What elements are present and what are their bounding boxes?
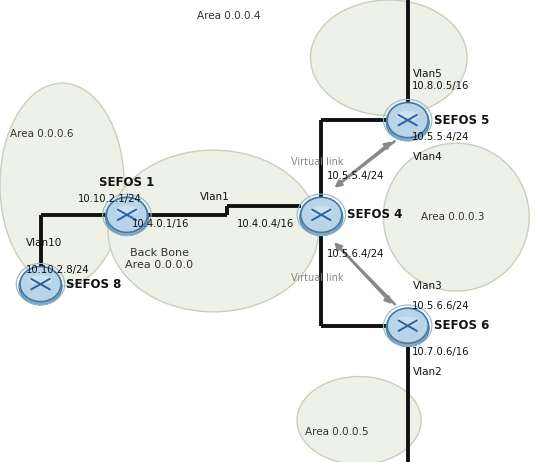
- Text: SEFOS 5: SEFOS 5: [434, 114, 489, 127]
- Text: Vlan4: Vlan4: [413, 152, 443, 162]
- Ellipse shape: [297, 377, 421, 462]
- Circle shape: [301, 197, 342, 232]
- Circle shape: [387, 103, 428, 138]
- Text: Vlan3: Vlan3: [413, 281, 443, 292]
- Text: Virtual link: Virtual link: [291, 157, 343, 167]
- Circle shape: [300, 199, 343, 236]
- Text: Vlan1: Vlan1: [200, 192, 230, 202]
- Text: 10.5.5.4/24: 10.5.5.4/24: [411, 132, 469, 142]
- Ellipse shape: [29, 275, 52, 285]
- Ellipse shape: [310, 0, 467, 116]
- Text: 10.7.0.6/16: 10.7.0.6/16: [411, 347, 469, 358]
- Text: Vlan5: Vlan5: [413, 69, 443, 79]
- Text: Area 0.0.0.4: Area 0.0.0.4: [197, 11, 261, 21]
- Text: 10.5.6.4/24: 10.5.6.4/24: [327, 249, 384, 260]
- Circle shape: [386, 310, 429, 346]
- Text: Back Bone
Area 0.0.0.0: Back Bone Area 0.0.0.0: [125, 248, 193, 269]
- Circle shape: [105, 199, 148, 236]
- Ellipse shape: [108, 150, 319, 312]
- Text: 10.10.2.1/24: 10.10.2.1/24: [78, 194, 142, 204]
- Text: Vlan2: Vlan2: [413, 367, 443, 377]
- Text: SEFOS 8: SEFOS 8: [66, 278, 122, 291]
- Text: 10.4.0.4/16: 10.4.0.4/16: [237, 219, 294, 229]
- Text: 10.5.5.4/24: 10.5.5.4/24: [327, 171, 384, 181]
- Text: Area 0.0.0.3: Area 0.0.0.3: [421, 212, 485, 222]
- Ellipse shape: [396, 111, 419, 121]
- Text: 10.4.0.1/16: 10.4.0.1/16: [132, 219, 190, 229]
- Text: 10.8.0.5/16: 10.8.0.5/16: [411, 81, 469, 91]
- Text: 10.5.6.6/24: 10.5.6.6/24: [411, 301, 469, 311]
- Circle shape: [20, 267, 61, 302]
- Text: 10.10.2.8/24: 10.10.2.8/24: [26, 265, 90, 275]
- Text: Area 0.0.0.5: Area 0.0.0.5: [305, 427, 369, 437]
- Ellipse shape: [396, 316, 419, 326]
- Ellipse shape: [116, 206, 138, 215]
- Circle shape: [387, 308, 428, 343]
- Text: SEFOS 6: SEFOS 6: [434, 319, 489, 332]
- Ellipse shape: [383, 143, 529, 291]
- Text: Area 0.0.0.6: Area 0.0.0.6: [10, 129, 73, 139]
- Circle shape: [19, 268, 62, 305]
- Text: SEFOS 1: SEFOS 1: [99, 176, 154, 189]
- Text: Virtual link: Virtual link: [291, 273, 343, 283]
- Text: Vlan10: Vlan10: [26, 237, 62, 248]
- Circle shape: [386, 104, 429, 141]
- Circle shape: [106, 197, 147, 232]
- Text: SEFOS 4: SEFOS 4: [347, 208, 403, 221]
- Ellipse shape: [0, 83, 124, 286]
- Ellipse shape: [310, 206, 333, 215]
